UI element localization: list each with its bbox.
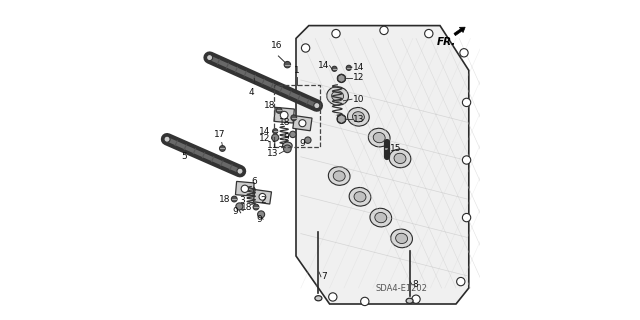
Circle shape [332, 29, 340, 38]
Circle shape [253, 204, 259, 210]
Ellipse shape [391, 229, 412, 248]
Text: FR.: FR. [436, 37, 456, 47]
Circle shape [460, 49, 468, 57]
Circle shape [259, 193, 266, 200]
Circle shape [456, 277, 465, 286]
Text: 9: 9 [299, 140, 305, 148]
Circle shape [346, 65, 351, 70]
Circle shape [241, 185, 248, 192]
Circle shape [236, 203, 243, 210]
Ellipse shape [328, 167, 350, 185]
Ellipse shape [396, 233, 408, 244]
Text: 13: 13 [267, 149, 278, 158]
Circle shape [237, 168, 243, 174]
Text: 15: 15 [390, 144, 402, 153]
Circle shape [272, 134, 279, 141]
Polygon shape [337, 115, 346, 124]
Circle shape [258, 211, 265, 218]
Bar [274, 85, 320, 147]
Circle shape [220, 146, 225, 151]
Circle shape [280, 111, 288, 119]
Text: 17: 17 [214, 130, 225, 139]
Text: 4: 4 [248, 88, 254, 97]
Circle shape [299, 120, 306, 127]
Text: 6: 6 [252, 177, 257, 186]
Circle shape [289, 131, 296, 138]
Text: 18: 18 [279, 118, 291, 127]
Text: 14: 14 [318, 61, 330, 70]
Circle shape [337, 74, 346, 83]
Circle shape [301, 44, 310, 52]
Ellipse shape [282, 142, 292, 149]
Polygon shape [236, 181, 254, 196]
Circle shape [207, 54, 212, 61]
Circle shape [291, 115, 297, 121]
Text: 12: 12 [259, 134, 271, 143]
Text: 18: 18 [241, 203, 252, 212]
Circle shape [462, 213, 471, 222]
Circle shape [332, 66, 337, 71]
Text: 12: 12 [353, 73, 364, 82]
Ellipse shape [353, 112, 364, 122]
Ellipse shape [333, 171, 345, 181]
Text: 1: 1 [294, 66, 300, 75]
Ellipse shape [389, 149, 411, 168]
Text: 14: 14 [353, 63, 364, 72]
Text: 8: 8 [413, 280, 419, 289]
Text: 2: 2 [260, 196, 266, 205]
Circle shape [232, 196, 237, 202]
Polygon shape [454, 27, 465, 36]
Circle shape [361, 297, 369, 306]
Ellipse shape [373, 132, 385, 143]
Ellipse shape [375, 212, 387, 223]
Circle shape [164, 136, 170, 142]
Text: 18: 18 [219, 195, 230, 204]
Circle shape [425, 29, 433, 38]
Circle shape [314, 102, 320, 108]
Ellipse shape [406, 298, 413, 303]
Polygon shape [253, 189, 271, 204]
Ellipse shape [348, 108, 369, 126]
Text: 14: 14 [259, 127, 271, 136]
Ellipse shape [394, 153, 406, 164]
Circle shape [305, 137, 311, 143]
Text: 3: 3 [240, 196, 245, 205]
Text: 13: 13 [353, 115, 364, 124]
Text: 10: 10 [353, 95, 364, 104]
Ellipse shape [315, 296, 322, 301]
Circle shape [273, 129, 278, 134]
Text: 9: 9 [257, 215, 262, 224]
Circle shape [412, 295, 420, 303]
Ellipse shape [370, 208, 392, 227]
Text: 9: 9 [284, 133, 289, 142]
Text: SDA4-E1202: SDA4-E1202 [376, 284, 428, 293]
Polygon shape [274, 107, 294, 123]
Polygon shape [292, 116, 312, 131]
Ellipse shape [349, 188, 371, 206]
Polygon shape [296, 26, 468, 304]
Circle shape [276, 108, 282, 113]
Text: 16: 16 [271, 41, 282, 50]
Circle shape [284, 61, 291, 68]
Ellipse shape [354, 192, 366, 202]
Circle shape [462, 98, 471, 107]
Ellipse shape [332, 91, 344, 101]
Polygon shape [338, 74, 345, 83]
Circle shape [337, 115, 346, 124]
Text: 18: 18 [264, 101, 275, 110]
Text: 11: 11 [267, 141, 278, 150]
Ellipse shape [369, 128, 390, 147]
Text: 9: 9 [233, 207, 238, 216]
Circle shape [284, 145, 291, 153]
Text: 7: 7 [322, 272, 327, 281]
Text: 5: 5 [181, 152, 187, 161]
Circle shape [329, 293, 337, 301]
Circle shape [462, 156, 471, 164]
Circle shape [380, 26, 388, 35]
Ellipse shape [327, 87, 348, 105]
